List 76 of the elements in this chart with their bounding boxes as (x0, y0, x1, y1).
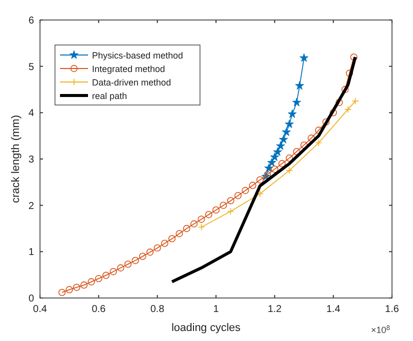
point (220, 202, 227, 209)
point (73, 284, 80, 291)
point (270, 152, 280, 161)
legend-label: Data-driven method (92, 78, 172, 88)
point (271, 166, 278, 173)
point (66, 286, 73, 294)
point (300, 53, 308, 62)
point (198, 224, 205, 231)
point (322, 118, 330, 126)
point (264, 164, 274, 172)
point (284, 120, 294, 128)
point (146, 248, 154, 256)
x-tick-label: 1.6 (385, 304, 400, 315)
x-tick-label: 1.4 (326, 304, 341, 315)
legend-label: Physics-based method (92, 50, 184, 60)
point (234, 192, 242, 200)
point (249, 182, 256, 190)
point (264, 171, 271, 178)
point (315, 139, 322, 146)
x-tick-label: 1 (213, 304, 220, 315)
y-axis-title: crack length (mm) (10, 114, 22, 204)
point (286, 166, 293, 174)
text: ×10$^{8}$ (370, 324, 390, 335)
x-tick-label: 0.6 (92, 304, 106, 315)
y-tick-label: 5 (28, 62, 34, 73)
point (286, 154, 293, 162)
point (279, 134, 288, 144)
point (256, 176, 264, 184)
x-tick-label: 0.4 (33, 304, 48, 315)
point (124, 260, 132, 268)
point (161, 240, 168, 247)
point (198, 216, 205, 223)
point (278, 160, 286, 168)
point (330, 109, 337, 116)
point (341, 86, 349, 94)
point (352, 97, 359, 105)
point (227, 208, 234, 215)
point (276, 141, 285, 150)
y-tick-label: 4 (28, 108, 34, 120)
legend-label: Integrated method (92, 64, 166, 74)
point (117, 264, 124, 272)
point (88, 278, 95, 286)
y-tick-label: 1 (28, 247, 34, 258)
point (176, 230, 183, 238)
point (205, 211, 212, 218)
y-tick-label: 3 (28, 154, 34, 166)
point (288, 109, 297, 118)
point (80, 281, 88, 289)
point (292, 98, 302, 106)
point (295, 81, 304, 90)
point (227, 197, 234, 204)
point (242, 186, 249, 194)
point (212, 206, 220, 214)
x-tick-label: 0.8 (150, 304, 165, 315)
point (273, 147, 282, 156)
point (282, 127, 291, 136)
y-tick-label: 2 (28, 200, 34, 212)
x-axis-title: loading cycles (171, 322, 242, 334)
point (344, 106, 352, 114)
y-tick-label: 6 (28, 16, 34, 26)
point (132, 256, 139, 264)
point (168, 235, 176, 242)
point (110, 268, 117, 276)
y-tick-label: 0 (28, 294, 34, 304)
legend-label: real path (92, 91, 128, 101)
point (350, 53, 358, 61)
point (102, 272, 110, 279)
point (95, 274, 102, 282)
point (183, 224, 190, 232)
point (190, 220, 198, 228)
point (267, 158, 276, 167)
point (58, 288, 66, 296)
point (154, 244, 161, 252)
point (336, 98, 343, 106)
point (139, 252, 146, 260)
x-tick-label: 1.2 (268, 304, 282, 315)
